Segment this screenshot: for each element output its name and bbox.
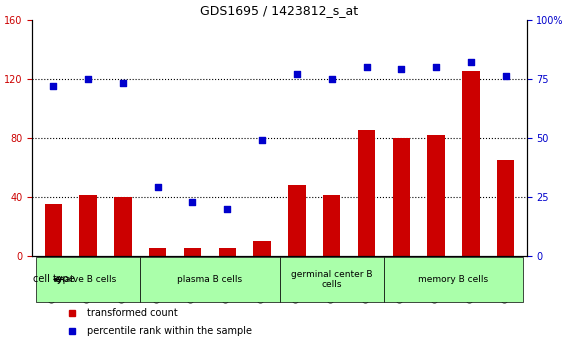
Text: memory B cells: memory B cells: [419, 275, 488, 284]
Text: transformed count: transformed count: [87, 307, 178, 317]
Point: [293, 71, 302, 77]
Text: germinal center B
cells: germinal center B cells: [291, 270, 373, 289]
Point: [257, 137, 266, 143]
Point: [501, 73, 510, 79]
Bar: [80, 195, 97, 256]
Bar: [323, 195, 340, 256]
Text: cell type: cell type: [33, 274, 75, 284]
FancyBboxPatch shape: [36, 257, 140, 302]
Text: naive B cells: naive B cells: [60, 275, 116, 284]
Title: GDS1695 / 1423812_s_at: GDS1695 / 1423812_s_at: [201, 4, 358, 17]
Point: [118, 81, 127, 86]
Bar: [427, 135, 445, 256]
Point: [432, 64, 441, 70]
Point: [188, 199, 197, 204]
Point: [153, 185, 162, 190]
Bar: [358, 130, 375, 256]
Point: [362, 64, 371, 70]
FancyBboxPatch shape: [279, 257, 384, 302]
Text: plasma B cells: plasma B cells: [177, 275, 243, 284]
Point: [327, 76, 336, 81]
Bar: [114, 197, 132, 256]
Bar: [392, 138, 410, 256]
Point: [83, 76, 93, 81]
Bar: [462, 71, 479, 256]
Bar: [253, 241, 271, 256]
Bar: [219, 248, 236, 256]
Point: [397, 67, 406, 72]
Point: [49, 83, 58, 89]
FancyBboxPatch shape: [384, 257, 523, 302]
Bar: [497, 160, 515, 256]
Bar: [44, 204, 62, 256]
Text: percentile rank within the sample: percentile rank within the sample: [87, 326, 252, 336]
Point: [466, 59, 475, 65]
Bar: [288, 185, 306, 256]
Bar: [184, 248, 201, 256]
Point: [223, 206, 232, 211]
Bar: [149, 248, 166, 256]
FancyBboxPatch shape: [140, 257, 279, 302]
